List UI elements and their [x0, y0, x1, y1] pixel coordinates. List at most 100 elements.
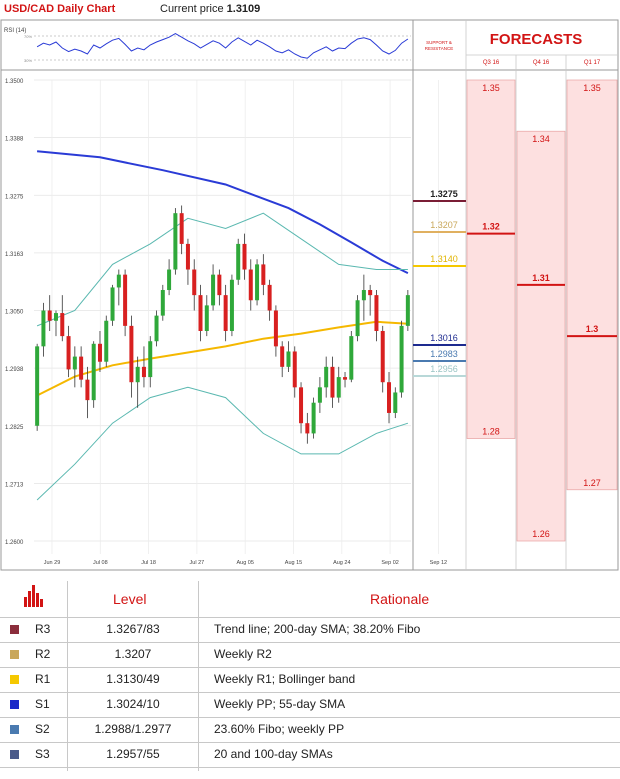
table-row: R1 1.3130/49 Weekly R1; Bollinger band [0, 667, 620, 693]
level-value: 1.2988/1.2977 [94, 722, 172, 736]
candle [387, 382, 392, 413]
level-color-swatch [10, 675, 19, 684]
candle [104, 320, 109, 362]
candle [185, 243, 190, 270]
candle [248, 269, 253, 301]
candle [242, 243, 247, 270]
level-rationale: Trend line; 200-day SMA; 38.20% Fibo [214, 622, 421, 636]
candle [110, 287, 115, 321]
table-row: R3 1.3267/83 Trend line; 200-day SMA; 38.2… [0, 617, 620, 643]
candle [154, 315, 159, 342]
candle [273, 310, 278, 347]
level-rationale: Weekly PP; 55-day SMA [214, 697, 346, 711]
candle [311, 402, 316, 434]
forecasts-title: FORECASTS [490, 31, 583, 48]
level-rationale: 23.60% Fibo; weekly PP [214, 722, 345, 736]
level-value: 1.3267/83 [106, 622, 160, 636]
candle [336, 377, 341, 398]
candle [129, 325, 134, 383]
candle [229, 279, 234, 331]
current-price: Current price 1.3109 [160, 3, 260, 15]
x-tick-label: Aug 05 [236, 560, 253, 566]
level-rationale: Weekly R2 [214, 647, 272, 661]
candle [72, 356, 77, 370]
level-name: R1 [35, 672, 51, 686]
level-value: 1.3207 [114, 647, 152, 661]
level-value: 1.3024/10 [106, 697, 160, 711]
y-tick-label: 1.2600 [5, 540, 24, 546]
support-resistance-levels: 1.3275 1.3207 1.3140 1.3016 1.2983 1.2956 [413, 189, 466, 377]
x-tick-label: Jul 18 [141, 560, 156, 566]
candle [192, 269, 197, 296]
candle [317, 387, 322, 403]
y-tick-label: 1.3388 [5, 137, 24, 143]
candle [343, 377, 348, 380]
candles [35, 205, 410, 444]
series-line [36, 212, 408, 327]
forecast-low-label: 1.28 [482, 427, 500, 437]
x-tick-label: Jun 29 [44, 560, 61, 566]
forecast-column-header: Q4 16 [533, 60, 550, 66]
y-tick-label: 1.2713 [5, 482, 24, 488]
table-row: R2 1.3207 Weekly R2 [0, 642, 620, 668]
candle [198, 295, 203, 331]
candle [79, 356, 84, 380]
forecast-mid-label: 1.3 [586, 324, 599, 334]
support-resistance-label: RESISTANCE [425, 46, 453, 51]
table-header-row: Level Rationale [0, 581, 620, 618]
table-row: S1 1.3024/10 Weekly PP; 55-day SMA [0, 692, 620, 718]
rationale-header: Rationale [370, 591, 430, 607]
forecast-column-header: Q3 16 [483, 60, 500, 66]
x-tick-label: Sep 12 [430, 560, 447, 566]
chart-title: USD/CAD Daily Chart [4, 3, 116, 15]
level-name: S3 [35, 747, 50, 761]
forecast-high-label: 1.35 [482, 83, 500, 93]
level-name: S1 [35, 697, 50, 711]
rsi-upper-label: 70% [24, 34, 32, 39]
level-rationale: Weekly R1; Bollinger band [214, 672, 356, 686]
y-tick-label: 1.2825 [5, 425, 24, 431]
candle [380, 330, 385, 383]
candle [361, 290, 366, 301]
level-header: Level [113, 591, 147, 607]
candle [299, 387, 304, 424]
candle [399, 325, 404, 393]
candle [236, 243, 241, 280]
support-resistance-label: SUPPORT & [426, 40, 452, 45]
level-color-swatch [10, 750, 19, 759]
candle [286, 351, 291, 367]
indicator-lines [36, 150, 409, 501]
forecast-range-bar [516, 130, 566, 542]
level-rationale: 20 and 100-day SMAs [214, 747, 333, 761]
candle [97, 343, 102, 362]
current-price-value: 1.3109 [226, 3, 261, 15]
candle [179, 213, 184, 244]
candle [292, 351, 297, 388]
table-row: S3 1.2957/55 20 and 100-day SMAs [0, 742, 620, 768]
candle [41, 310, 46, 347]
y-tick-label: 1.3275 [5, 194, 24, 200]
level-color-swatch [10, 725, 19, 734]
candle [47, 310, 52, 321]
candle [204, 305, 209, 331]
forecast-panel: SUPPORT &RESISTANCE FORECASTS Q3 16 Q4 16 Q1… [413, 20, 618, 570]
series-line [37, 150, 409, 274]
level-color-swatch [10, 625, 19, 634]
candle [368, 290, 373, 296]
forecast-mid-label: 1.32 [482, 222, 500, 232]
forecast-low-label: 1.26 [532, 529, 550, 539]
table-row: S2 1.2988/1.2977 23.60% Fibo; weekly PP [0, 717, 620, 743]
y-tick-label: 1.3163 [5, 252, 24, 258]
series-line [36, 386, 409, 501]
rsi-lower-label: 30% [24, 58, 32, 63]
candle [349, 336, 354, 380]
candle [305, 423, 310, 434]
candle [223, 295, 228, 331]
level-name: R2 [35, 647, 51, 661]
candle [267, 284, 272, 311]
price-grid: 1.3500 1.3388 1.3275 1.3163 1.3050 1.2938 1.28… [5, 79, 447, 566]
level-label: 1.3016 [430, 333, 458, 343]
candle [280, 346, 285, 367]
level-name: S2 [35, 722, 50, 736]
candle [167, 269, 172, 291]
